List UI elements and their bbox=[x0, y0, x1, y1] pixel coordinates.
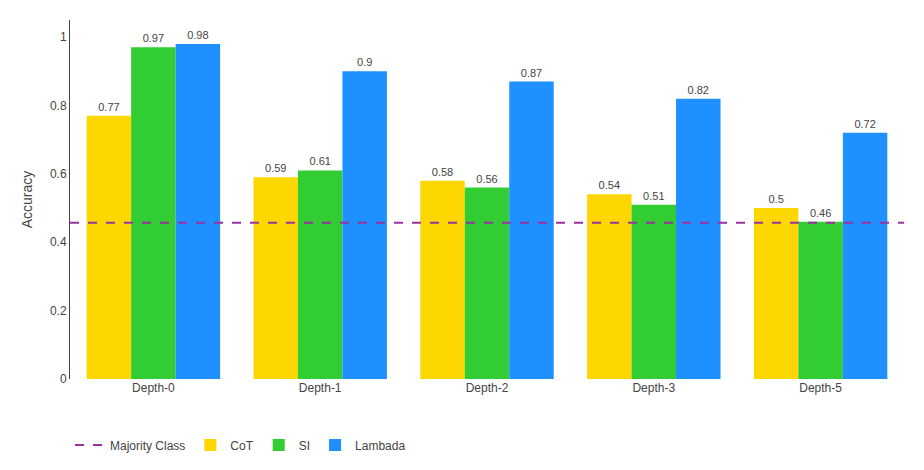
svg-text:0.56: 0.56 bbox=[476, 173, 497, 185]
svg-text:0.72: 0.72 bbox=[854, 118, 875, 130]
svg-text:0.46: 0.46 bbox=[810, 207, 831, 219]
svg-text:0.77: 0.77 bbox=[98, 101, 119, 113]
svg-text:0.54: 0.54 bbox=[599, 179, 620, 191]
svg-text:0.8: 0.8 bbox=[50, 99, 67, 113]
svg-text:Lambada: Lambada bbox=[355, 439, 405, 453]
svg-text:0.58: 0.58 bbox=[432, 166, 453, 178]
svg-text:0.5: 0.5 bbox=[768, 193, 783, 205]
svg-text:Depth-3: Depth-3 bbox=[632, 381, 675, 395]
svg-text:0.6: 0.6 bbox=[50, 167, 67, 181]
svg-text:0.9: 0.9 bbox=[357, 56, 372, 68]
svg-text:Accuracy: Accuracy bbox=[19, 171, 35, 229]
svg-text:0.2: 0.2 bbox=[50, 304, 67, 318]
svg-text:0.59: 0.59 bbox=[265, 162, 286, 174]
svg-text:Depth-0: Depth-0 bbox=[132, 381, 175, 395]
svg-text:0.61: 0.61 bbox=[309, 155, 330, 167]
svg-text:0.4: 0.4 bbox=[50, 235, 67, 249]
svg-text:Majority Class: Majority Class bbox=[110, 439, 185, 453]
svg-text:0.98: 0.98 bbox=[187, 29, 208, 41]
svg-text:0.97: 0.97 bbox=[143, 32, 164, 44]
svg-text:0.82: 0.82 bbox=[688, 84, 709, 96]
svg-text:SI: SI bbox=[299, 439, 310, 453]
svg-text:0: 0 bbox=[60, 372, 67, 386]
svg-text:0.87: 0.87 bbox=[521, 67, 542, 79]
svg-text:1: 1 bbox=[60, 30, 67, 44]
svg-text:CoT: CoT bbox=[230, 439, 253, 453]
svg-text:0.51: 0.51 bbox=[643, 190, 664, 202]
svg-text:Depth-5: Depth-5 bbox=[799, 381, 842, 395]
svg-text:Depth-1: Depth-1 bbox=[299, 381, 342, 395]
svg-text:Depth-2: Depth-2 bbox=[466, 381, 509, 395]
